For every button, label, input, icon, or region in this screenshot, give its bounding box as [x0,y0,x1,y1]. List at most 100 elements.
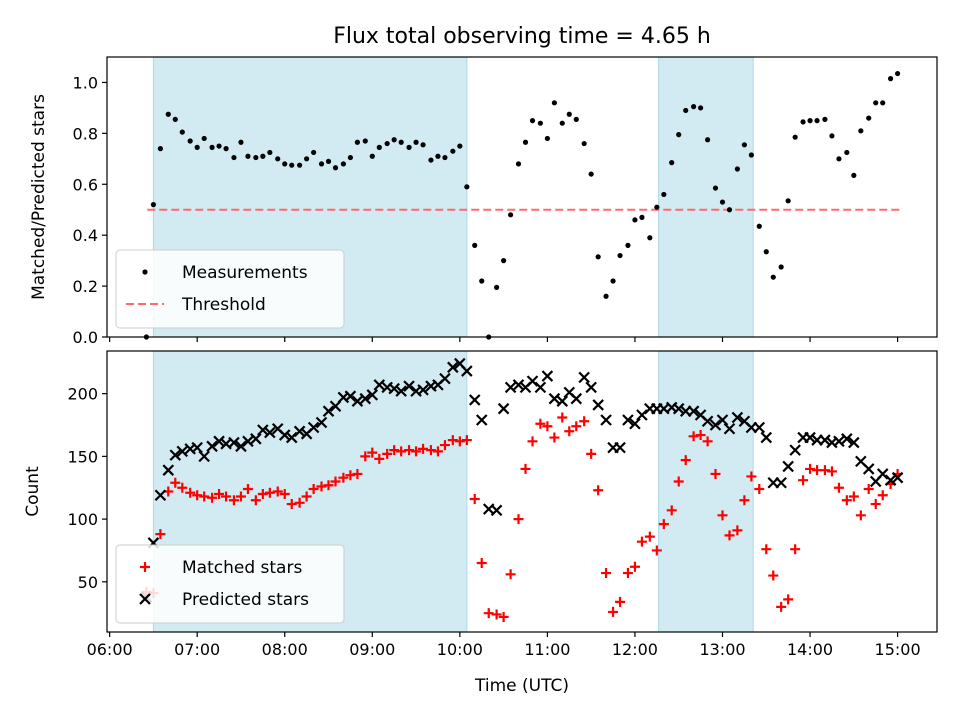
point-0-61 [588,171,594,177]
point-1-12 [228,436,240,449]
point-1-30 [359,392,372,405]
point-1-8 [198,450,210,463]
point-0-80 [726,207,733,213]
point-0-73 [673,476,684,487]
point-0-55 [544,135,550,142]
point-0-40 [435,153,441,159]
observing-window-2 [658,56,754,338]
point-0-5 [177,482,188,493]
point-0-10 [216,143,222,149]
point-0-26 [332,165,339,171]
point-0-57 [557,412,568,423]
point-0-16 [257,489,268,500]
point-0-94 [829,133,835,139]
point-1-19 [278,429,291,441]
point-0-40 [432,446,443,457]
point-0-98 [858,128,864,134]
point-1-16 [257,424,269,436]
point-0-24 [318,161,325,167]
point-0-32 [376,144,382,150]
y-axis-label: Matched/Predicted stars [29,94,49,300]
point-1-62 [592,399,604,411]
point-0-64 [610,278,616,284]
point-0-45 [469,494,480,505]
point-0-31 [369,153,375,159]
point-0-59 [571,421,582,432]
point-0-19 [279,489,290,500]
point-1-15 [250,433,262,445]
point-0-67 [632,217,638,223]
point-0-7 [192,490,203,501]
point-0-86 [770,274,776,280]
point-0-45 [472,242,478,248]
observing-window-2 [658,350,754,633]
legend-swatch-0 [142,269,148,275]
legend-label-1: Threshold [181,295,266,315]
point-0-43 [457,143,463,149]
point-0-54 [537,120,543,126]
point-0-26 [330,476,341,487]
point-0-71 [661,191,667,198]
point-1-3 [162,464,175,476]
point-0-69 [644,531,655,542]
point-0-84 [754,483,765,494]
point-0-65 [615,596,626,607]
point-0-31 [367,447,378,458]
point-0-8 [199,491,210,502]
point-0-86 [768,570,779,581]
point-0-85 [761,544,772,555]
y-tick-label-2: 0.4 [73,226,98,245]
point-0-33 [382,448,393,459]
point-0-28 [345,470,356,481]
point-1-14 [242,435,254,448]
point-0-76 [695,430,706,441]
y-tick-label-4: 0.8 [73,124,98,143]
point-0-42 [447,435,458,446]
point-0-24 [316,481,327,492]
point-0-90 [798,475,809,486]
point-0-4 [170,477,181,488]
point-0-25 [323,480,334,491]
point-1-7 [191,441,203,454]
point-0-28 [347,154,353,161]
point-1-93 [819,434,831,446]
point-1-55 [541,370,554,382]
legend-label-1: Predicted stars [182,590,309,610]
point-0-5 [179,129,185,135]
point-0-99 [866,115,872,121]
point-1-41 [439,372,451,385]
point-0-65 [617,252,623,259]
point-1-34 [388,382,400,395]
point-1-65 [614,441,626,454]
point-1-17 [264,426,276,439]
point-1-9 [206,440,218,453]
point-0-22 [301,491,312,502]
legend-label-0: Measurements [182,263,308,283]
point-0-85 [763,249,769,255]
point-0-55 [542,421,553,432]
point-0-97 [848,491,859,502]
point-0-27 [338,472,349,483]
point-0-63 [603,293,609,299]
point-1-66 [622,414,634,426]
point-0-78 [712,185,719,191]
point-0-7 [194,144,200,150]
point-0-81 [734,166,740,172]
point-0-58 [566,111,572,117]
point-1-10 [213,435,225,448]
point-0-23 [311,149,317,156]
point-0-74 [680,455,691,466]
point-1-51 [512,379,525,391]
point-0-80 [724,530,735,541]
point-0-72 [666,505,677,516]
point-0-94 [826,466,837,477]
point-0-11 [223,146,229,152]
point-0-2 [157,146,164,152]
point-0-33 [384,140,390,147]
point-0-91 [805,463,816,474]
point-0-87 [778,264,784,270]
point-1-13 [235,440,247,453]
point-0-62 [593,485,604,496]
legend-swatch-1 [139,593,151,605]
point-0-29 [352,468,363,479]
